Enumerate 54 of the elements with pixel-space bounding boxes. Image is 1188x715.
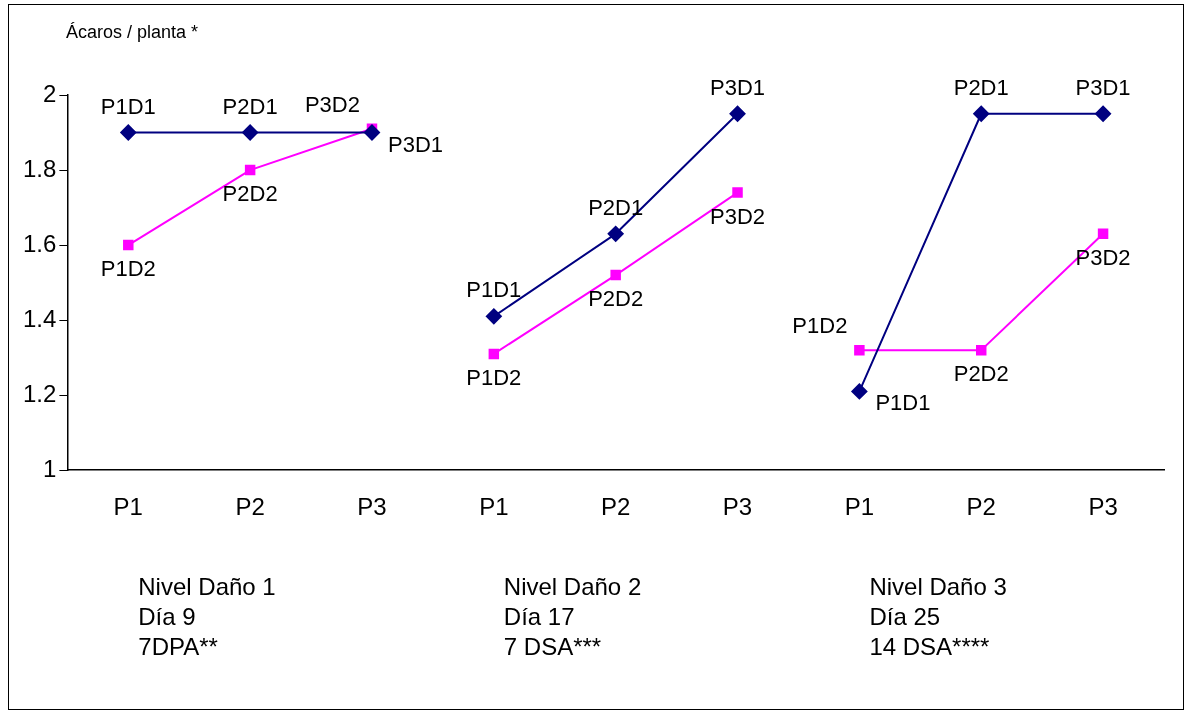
data-label: P1D1 (466, 277, 522, 303)
point (732, 187, 743, 198)
data-label: P2D2 (222, 181, 278, 207)
point (485, 308, 502, 325)
y-axis-title: Ácaros / planta * (66, 22, 199, 43)
x-tick-label: P2 (966, 493, 996, 521)
y-tick-label: 1.6 (22, 229, 57, 257)
point (973, 105, 990, 122)
y-tick-label: 1.4 (22, 304, 57, 332)
point (244, 164, 256, 176)
data-label: P1D2 (466, 364, 522, 390)
data-label: P1D2 (100, 256, 156, 282)
data-label: P3D1 (710, 74, 766, 100)
y-tick-label: 1.8 (22, 154, 57, 182)
text: Nivel Daño 1 Día 9 7DPA** (138, 572, 276, 662)
y-tick-label: 2 (43, 79, 57, 107)
data-label: P1D2 (792, 313, 848, 339)
x-tick-label: P3 (1088, 493, 1118, 521)
point (854, 344, 865, 356)
point (363, 124, 380, 141)
point (123, 239, 134, 251)
point (242, 124, 259, 141)
data-label: P2D1 (222, 93, 278, 119)
data-label: P3D2 (710, 203, 766, 229)
x-tick-label: P3 (722, 493, 753, 521)
x-tick-label: P3 (357, 493, 387, 521)
data-label: P2D1 (953, 74, 1009, 100)
data-label: P2D2 (588, 286, 644, 312)
x-tick-label: P1 (479, 493, 509, 521)
data-label: P3D2 (304, 91, 360, 117)
data-label: P3D2 (1075, 244, 1131, 270)
y-tick-label: 1.2 (22, 379, 57, 407)
data-label: P2D2 (953, 361, 1009, 387)
x-tick-label: P1 (844, 493, 875, 521)
point (120, 124, 137, 141)
x-tick-label: P1 (113, 493, 143, 521)
text: Nivel Daño 2 Día 17 7 DSA*** (503, 572, 642, 662)
x-tick-label: P2 (235, 493, 265, 521)
point (1095, 105, 1112, 122)
point (610, 269, 621, 281)
data-label: P2D1 (588, 194, 644, 220)
data-label: P1D1 (875, 390, 931, 416)
data-label: P1D1 (100, 93, 156, 119)
point (851, 383, 868, 400)
point (1097, 228, 1109, 240)
point (607, 225, 624, 242)
text: Nivel Daño 3 Día 25 14 DSA**** (869, 572, 1007, 662)
data-label: P3D1 (1075, 74, 1131, 100)
point (975, 344, 987, 356)
x-tick-label: P2 (601, 493, 631, 521)
y-tick-label: 1 (43, 454, 57, 482)
point (729, 105, 746, 122)
point (488, 348, 500, 360)
data-label: P3D1 (387, 131, 444, 157)
